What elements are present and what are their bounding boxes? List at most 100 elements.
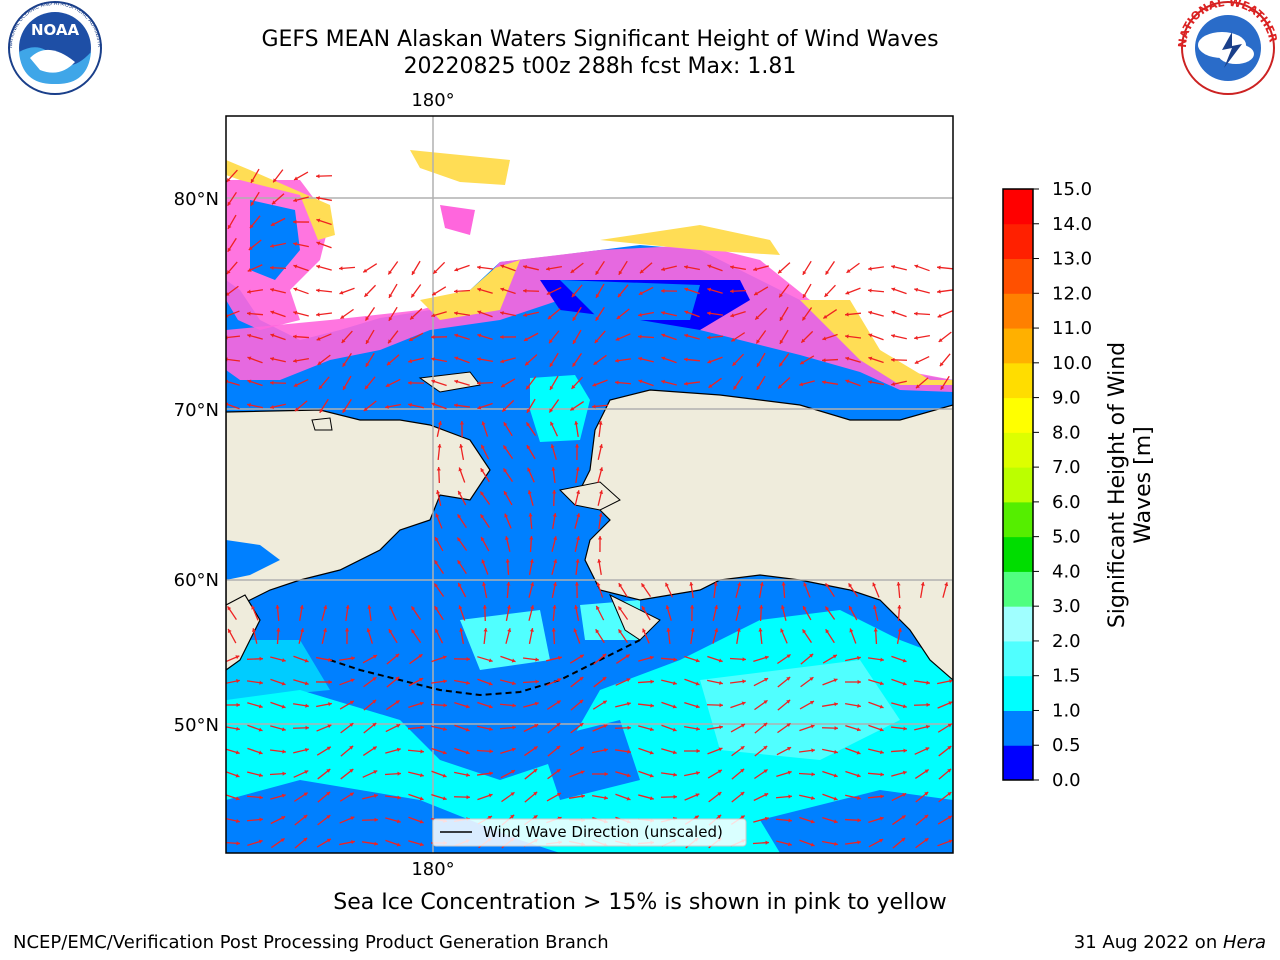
wave-arrow-head	[868, 310, 873, 315]
wave-arrow-head	[419, 819, 424, 824]
wave-arrow-head	[526, 422, 531, 427]
wave-arrow-head	[857, 703, 861, 708]
wave-arrow-head	[781, 582, 786, 586]
wave-arrow-head	[431, 313, 436, 318]
wave-arrow-head	[339, 290, 344, 295]
ice-caption: Sea Ice Concentration > 15% is shown in …	[333, 890, 947, 915]
wave-arrow-head	[326, 746, 331, 751]
wave-arrow-head	[434, 537, 439, 542]
wave-arrow-head	[550, 444, 555, 449]
lat-label: 80°N	[174, 189, 219, 210]
wave-arrow-head	[305, 725, 309, 730]
wave-arrow-head	[618, 270, 623, 275]
wave-arrow-head	[454, 289, 458, 294]
wave-arrow-head	[594, 339, 599, 344]
wave-arrow-head	[454, 267, 459, 272]
wave-arrow-head	[350, 816, 355, 821]
wave-arrow-head	[281, 727, 286, 732]
wave-arrow-head	[247, 267, 252, 272]
wave-arrow-head	[316, 288, 320, 293]
wave-arrow-head	[924, 838, 929, 842]
wave-arrow-head	[595, 270, 600, 275]
wave-arrow-head	[756, 339, 761, 344]
wave-arrow-head	[649, 796, 654, 801]
wave-arrow-head	[512, 703, 516, 708]
wave-arrow-head	[523, 288, 527, 293]
wave-arrow-head	[458, 605, 463, 610]
colorbar-segment	[1003, 536, 1033, 572]
wave-arrow-head	[684, 357, 688, 362]
wave-arrow-head	[293, 334, 297, 339]
wave-arrow-head	[454, 311, 458, 316]
wave-arrow-head	[786, 699, 791, 704]
wave-arrow-head	[672, 727, 677, 732]
wave-arrow-head	[465, 750, 470, 755]
wave-arrow-head	[549, 408, 554, 413]
wave-arrow-head	[512, 725, 516, 730]
wave-arrow-head	[684, 381, 688, 386]
wave-arrow-head	[665, 605, 670, 610]
wave-arrow-head	[572, 316, 577, 321]
wave-arrow-head	[599, 467, 604, 472]
wave-arrow-head	[924, 814, 929, 819]
wave-arrow-head	[293, 264, 298, 269]
credit-left: NCEP/EMC/Verification Post Processing Pr…	[13, 932, 609, 953]
wave-arrow-head	[459, 421, 464, 425]
wave-arrow-head	[477, 265, 481, 270]
wave-arrow-head	[638, 379, 643, 384]
wave-arrow-head	[592, 404, 596, 409]
wave-arrow-head	[372, 746, 377, 751]
wave-arrow-head	[420, 749, 424, 754]
wave-arrow-head	[326, 769, 331, 773]
colorbar-segment	[1003, 710, 1033, 746]
wave-arrow-head	[576, 513, 581, 518]
wave-arrow-head	[534, 724, 539, 728]
wave-arrow-head	[579, 746, 584, 751]
wave-arrow-head	[477, 287, 482, 292]
wave-arrow-head	[226, 270, 231, 275]
wave-arrow-head	[575, 467, 580, 471]
wave-arrow-head	[466, 795, 470, 800]
colorbar-segment	[1003, 223, 1033, 260]
wave-arrow-head	[322, 628, 328, 632]
wave-arrow-head	[270, 356, 275, 361]
wave-arrow-head	[226, 177, 231, 182]
wave-arrow-head	[926, 702, 930, 707]
wave-arrow-head	[395, 676, 400, 681]
wave-arrow-head	[251, 605, 256, 610]
wave-arrow-head	[570, 269, 575, 273]
wave-arrow-head	[303, 837, 308, 842]
wave-arrow-head	[372, 699, 377, 704]
wave-arrow-head	[764, 678, 769, 682]
lat-label: 60°N	[174, 570, 219, 591]
wave-arrow-head	[596, 582, 601, 587]
colorbar-segment	[1003, 640, 1033, 677]
wave-arrow-head	[891, 382, 896, 387]
wave-arrow-head	[270, 243, 274, 248]
wave-arrow-head	[626, 678, 631, 682]
wave-arrow-head	[341, 339, 346, 343]
wave-arrow-head	[730, 289, 734, 294]
wave-arrow-head	[713, 582, 718, 586]
wave-arrow-head	[437, 444, 442, 448]
wave-arrow-head	[316, 312, 320, 317]
wave-arrow-head	[616, 315, 621, 319]
wave-arrow-head	[388, 293, 393, 298]
wave-arrow-head	[270, 380, 274, 385]
wave-arrow-head	[293, 242, 297, 247]
colorbar-tick-label: 15.0	[1052, 179, 1092, 200]
wave-arrow-head	[442, 796, 447, 801]
wave-arrow-head	[822, 380, 826, 385]
wave-arrow-head	[529, 536, 534, 540]
wave-arrow-head	[388, 629, 393, 634]
wave-arrow-head	[602, 700, 607, 705]
wave-arrow-head	[903, 726, 907, 731]
wave-arrow-head	[349, 792, 354, 797]
wave-arrow-head	[787, 770, 792, 775]
wave-arrow-head	[638, 291, 643, 295]
wind-wave-arrows	[226, 168, 953, 849]
wave-arrow-head	[549, 385, 554, 390]
wave-arrow-head	[553, 536, 558, 541]
wave-arrow-head	[788, 818, 792, 823]
wave-arrow-head	[759, 582, 764, 586]
